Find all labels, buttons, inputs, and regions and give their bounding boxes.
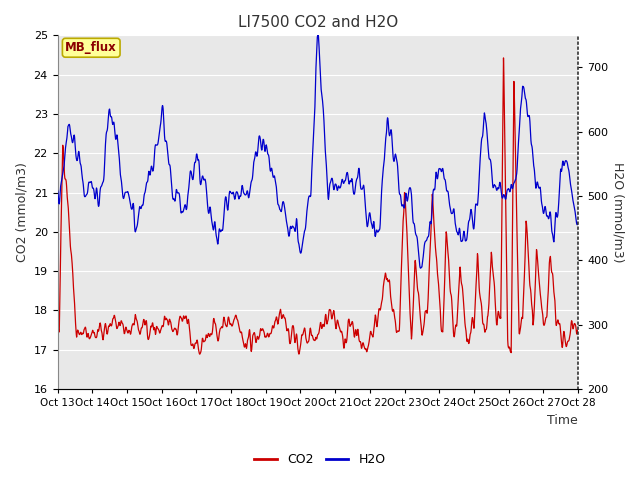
CO2 — [285, 339, 293, 345]
H2O — [350, 192, 358, 197]
H2O — [295, 240, 303, 246]
CO2 — [500, 55, 508, 61]
Y-axis label: H2O (mmol/m3): H2O (mmol/m3) — [612, 162, 625, 263]
H2O — [54, 187, 61, 193]
Text: MB_flux: MB_flux — [65, 41, 117, 54]
CO2 — [115, 319, 123, 325]
H2O — [275, 202, 282, 208]
CO2 — [54, 331, 61, 337]
H2O — [314, 33, 321, 38]
H2O — [417, 265, 424, 271]
CO2 — [94, 327, 102, 333]
CO2 — [574, 328, 582, 334]
CO2 — [275, 315, 283, 321]
CO2 — [196, 351, 204, 357]
Legend: CO2, H2O: CO2, H2O — [250, 448, 390, 471]
Y-axis label: CO2 (mmol/m3): CO2 (mmol/m3) — [15, 162, 28, 262]
CO2 — [350, 333, 358, 339]
H2O — [94, 198, 102, 204]
X-axis label: Time: Time — [547, 414, 578, 427]
CO2 — [295, 351, 303, 357]
H2O — [574, 219, 582, 225]
Line: CO2: CO2 — [58, 58, 578, 354]
H2O — [285, 233, 293, 239]
Title: LI7500 CO2 and H2O: LI7500 CO2 and H2O — [237, 15, 398, 30]
Line: H2O: H2O — [58, 36, 578, 268]
H2O — [115, 152, 123, 157]
